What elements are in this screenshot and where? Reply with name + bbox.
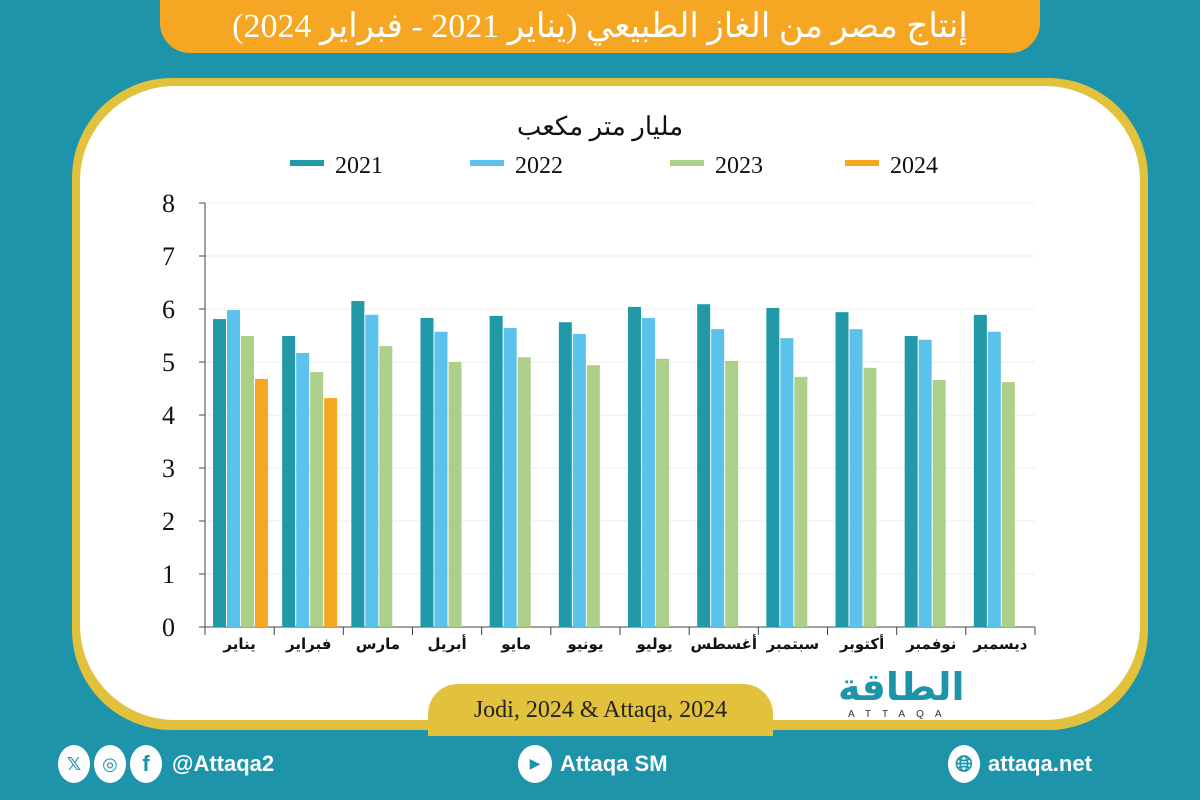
x-tick-label: يناير — [222, 635, 255, 653]
bar-2021 — [973, 314, 987, 627]
x-tick-label: فبراير — [285, 635, 331, 653]
bar-2021 — [351, 301, 365, 627]
x-tick-label: سبتمبر — [766, 635, 820, 653]
x-tick-label: أكتوبر — [839, 634, 884, 653]
legend-swatch-2023 — [670, 160, 704, 166]
bar-2022 — [365, 314, 379, 627]
legend-label-2021: 2021 — [335, 153, 383, 179]
instagram-icon[interactable]: ◎ — [94, 745, 126, 783]
source-label: Jodi, 2024 & Attaqa, 2024 — [428, 684, 773, 736]
bar-2023 — [241, 336, 254, 627]
legend-label-2022: 2022 — [515, 153, 563, 179]
title-banner: إنتاج مصر من الغاز الطبيعي (يناير 2021 -… — [160, 0, 1040, 53]
bar-2022 — [227, 310, 240, 627]
bar-2024 — [255, 378, 268, 627]
website-link[interactable]: 🌐︎ attaqa.net — [948, 742, 1092, 786]
logo-latin: ATTAQA — [848, 709, 953, 720]
y-tick-label: 5 — [162, 348, 175, 377]
y-tick-label: 4 — [162, 401, 175, 430]
bar-2021 — [558, 322, 572, 627]
social-handle[interactable]: @Attaqa2 — [172, 751, 275, 776]
bar-2021 — [489, 315, 503, 627]
bar-2022 — [711, 329, 725, 627]
x-tick-label: ديسمبر — [972, 635, 1027, 653]
website-url[interactable]: attaqa.net — [988, 751, 1092, 776]
youtube-icon: ▶ — [518, 745, 552, 783]
bar-2021 — [766, 307, 780, 627]
y-tick-label: 7 — [162, 242, 175, 271]
youtube-handle[interactable]: Attaqa SM — [560, 751, 668, 776]
x-tick-label: يوليو — [635, 635, 672, 653]
y-tick-label: 6 — [162, 295, 175, 324]
legend-swatch-2024 — [845, 160, 879, 166]
x-tick-label: نوفمبر — [905, 635, 956, 653]
bar-2022 — [572, 333, 586, 627]
y-tick-label: 0 — [162, 613, 175, 642]
legend-label-2024: 2024 — [890, 153, 938, 179]
chart-title: إنتاج مصر من الغاز الطبيعي (يناير 2021 -… — [232, 7, 968, 45]
bar-2023 — [794, 376, 808, 627]
bar-2023 — [725, 360, 739, 627]
logo-arabic: الطاقة — [838, 665, 965, 709]
bar-2021 — [628, 306, 641, 627]
x-icon[interactable]: 𝕏 — [58, 745, 90, 783]
bar-2024 — [324, 398, 338, 627]
attaqa-logo: الطاقة ATTAQA — [838, 665, 1008, 725]
y-tick-label: 3 — [162, 454, 175, 483]
social-links: 𝕏 ◎ f @Attaqa2 — [58, 742, 274, 786]
bar-2021 — [282, 336, 296, 627]
bar-2022 — [918, 339, 932, 627]
legend-swatch-2021 — [290, 160, 324, 166]
legend-label-2023: 2023 — [715, 153, 763, 179]
bar-2022 — [296, 352, 310, 627]
bar-2023 — [448, 362, 462, 627]
bar-2021 — [213, 319, 226, 627]
bar-2022 — [642, 318, 655, 627]
y-tick-label: 8 — [162, 189, 175, 218]
legend-swatch-2022 — [470, 160, 504, 166]
bar-2021 — [835, 312, 849, 627]
facebook-icon[interactable]: f — [130, 745, 162, 783]
youtube-link[interactable]: ▶ Attaqa SM — [518, 742, 668, 786]
bar-2022 — [849, 329, 863, 627]
x-tick-label: أبريل — [428, 634, 467, 653]
bar-2021 — [420, 318, 434, 627]
y-tick-label: 2 — [162, 507, 175, 536]
bar-2023 — [586, 365, 600, 627]
x-tick-label: مايو — [500, 635, 531, 653]
x-tick-label: أغسطس — [691, 634, 757, 653]
bar-2023 — [863, 367, 877, 627]
globe-icon: 🌐︎ — [948, 745, 980, 783]
y-tick-label: 1 — [162, 560, 175, 589]
bar-2023 — [517, 357, 531, 627]
y-axis-unit-label: مليار متر مكعب — [516, 112, 684, 141]
bar-2023 — [656, 358, 669, 627]
bar-2023 — [1001, 382, 1015, 627]
bar-2023 — [379, 346, 393, 627]
bar-2022 — [434, 331, 448, 627]
bar-2022 — [987, 331, 1001, 627]
x-tick-label: مارس — [356, 635, 400, 653]
bar-2022 — [780, 338, 794, 627]
bar-2023 — [932, 380, 946, 627]
bar-2022 — [503, 328, 517, 627]
x-tick-label: يونيو — [566, 635, 603, 653]
bar-2021 — [904, 336, 918, 627]
bar-2021 — [697, 304, 711, 627]
bar-2023 — [310, 372, 324, 627]
